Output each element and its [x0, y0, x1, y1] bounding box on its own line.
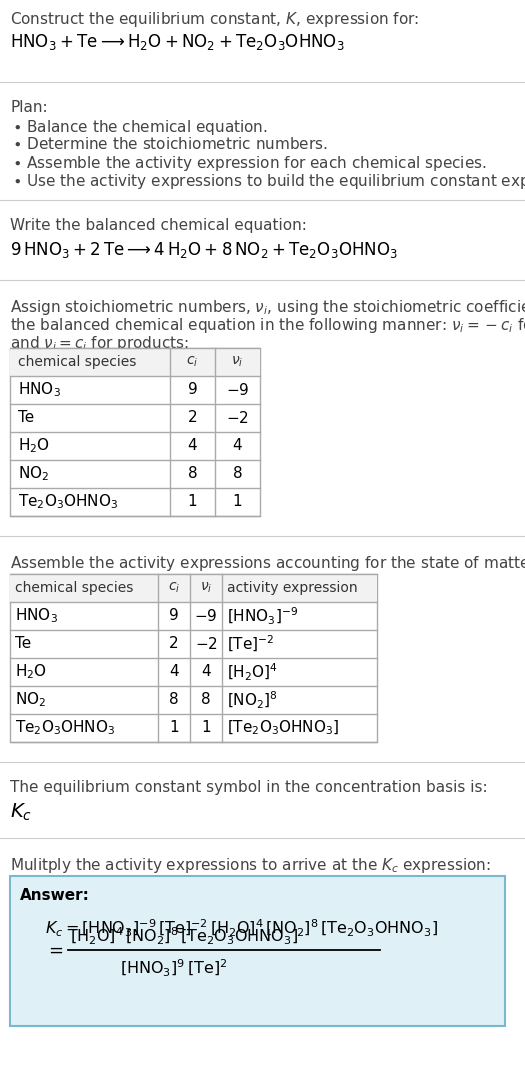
Text: 9: 9: [187, 382, 197, 397]
Text: 8: 8: [188, 466, 197, 482]
Text: $\mathrm{NO_2}$: $\mathrm{NO_2}$: [18, 465, 49, 484]
Text: 8: 8: [201, 692, 211, 708]
Text: $K_c$: $K_c$: [10, 802, 32, 823]
Bar: [10, 574, 377, 602]
Text: $[\mathrm{H_2O}]^{4}$: $[\mathrm{H_2O}]^{4}$: [227, 662, 278, 682]
Text: $\mathrm{H_2O}$: $\mathrm{H_2O}$: [18, 437, 50, 455]
Text: Answer:: Answer:: [20, 888, 90, 903]
Text: 2: 2: [188, 411, 197, 426]
Bar: [10, 574, 377, 741]
Text: The equilibrium constant symbol in the concentration basis is:: The equilibrium constant symbol in the c…: [10, 780, 488, 795]
Text: $-2$: $-2$: [226, 410, 249, 426]
Text: 1: 1: [233, 495, 243, 510]
Text: 4: 4: [169, 665, 179, 679]
Text: 4: 4: [188, 439, 197, 453]
Text: $\nu_i$: $\nu_i$: [232, 355, 244, 369]
Text: Assemble the activity expressions accounting for the state of matter and $\nu_i$: Assemble the activity expressions accoun…: [10, 554, 525, 573]
Text: 1: 1: [201, 721, 211, 736]
Text: Write the balanced chemical equation:: Write the balanced chemical equation:: [10, 218, 307, 233]
Text: 8: 8: [169, 692, 179, 708]
Text: $-2$: $-2$: [195, 636, 217, 652]
Text: $\mathrm{H_2O}$: $\mathrm{H_2O}$: [15, 663, 47, 681]
Text: Te: Te: [18, 411, 34, 426]
Text: $\bullet$ Balance the chemical equation.: $\bullet$ Balance the chemical equation.: [12, 118, 268, 136]
Text: $\bullet$ Use the activity expressions to build the equilibrium constant express: $\bullet$ Use the activity expressions t…: [12, 173, 525, 191]
Text: $[\mathrm{HNO_3}]^{-9}$: $[\mathrm{HNO_3}]^{-9}$: [227, 605, 298, 627]
Text: $\mathrm{NO_2}$: $\mathrm{NO_2}$: [15, 690, 46, 710]
Text: $\mathrm{HNO_3}$: $\mathrm{HNO_3}$: [15, 607, 58, 626]
Text: the balanced chemical equation in the following manner: $\nu_i = -c_i$ for react: the balanced chemical equation in the fo…: [10, 316, 525, 335]
Text: $\mathrm{HNO_3 + Te \longrightarrow H_2O + NO_2 + Te_2O_3OHNO_3}$: $\mathrm{HNO_3 + Te \longrightarrow H_2O…: [10, 32, 345, 52]
Text: 4: 4: [201, 665, 211, 679]
Text: $[\mathrm{Te_2O_3OHNO_3}]$: $[\mathrm{Te_2O_3OHNO_3}]$: [227, 719, 340, 737]
Text: activity expression: activity expression: [227, 581, 358, 595]
FancyBboxPatch shape: [10, 876, 505, 1026]
Text: $\nu_i$: $\nu_i$: [200, 581, 212, 595]
Text: $\bullet$ Determine the stoichiometric numbers.: $\bullet$ Determine the stoichiometric n…: [12, 136, 328, 152]
Text: 8: 8: [233, 466, 243, 482]
Text: chemical species: chemical species: [18, 355, 136, 369]
Text: Mulitply the activity expressions to arrive at the $K_c$ expression:: Mulitply the activity expressions to arr…: [10, 856, 491, 875]
Text: 1: 1: [188, 495, 197, 510]
Text: $-9$: $-9$: [194, 608, 218, 624]
Text: 1: 1: [169, 721, 179, 736]
Text: $\mathrm{Te_2O_3OHNO_3}$: $\mathrm{Te_2O_3OHNO_3}$: [18, 492, 119, 511]
Text: $c_i$: $c_i$: [186, 355, 198, 369]
Text: $-9$: $-9$: [226, 382, 249, 397]
Text: $\mathrm{Te_2O_3OHNO_3}$: $\mathrm{Te_2O_3OHNO_3}$: [15, 719, 116, 737]
Text: $\bullet$ Assemble the activity expression for each chemical species.: $\bullet$ Assemble the activity expressi…: [12, 154, 487, 173]
Bar: [10, 348, 260, 517]
Text: $[\mathrm{Te}]^{-2}$: $[\mathrm{Te}]^{-2}$: [227, 634, 275, 654]
Text: $=$: $=$: [45, 941, 64, 959]
Text: $\mathrm{HNO_3}$: $\mathrm{HNO_3}$: [18, 381, 61, 400]
Text: $[\mathrm{NO_2}]^{8}$: $[\mathrm{NO_2}]^{8}$: [227, 689, 278, 711]
Text: Assign stoichiometric numbers, $\nu_i$, using the stoichiometric coefficients, $: Assign stoichiometric numbers, $\nu_i$, …: [10, 298, 525, 317]
Text: 9: 9: [169, 608, 179, 624]
Text: $K_c = [\mathrm{HNO_3}]^{-9}\,[\mathrm{Te}]^{-2}\,[\mathrm{H_2O}]^4\,[\mathrm{NO: $K_c = [\mathrm{HNO_3}]^{-9}\,[\mathrm{T…: [45, 918, 438, 939]
Text: $c_i$: $c_i$: [168, 581, 180, 595]
Text: $[\mathrm{H_2O}]^4\,[\mathrm{NO_2}]^8\,[\mathrm{Te_2O_3OHNO_3}]$: $[\mathrm{H_2O}]^4\,[\mathrm{NO_2}]^8\,[…: [70, 925, 298, 947]
Text: 2: 2: [169, 637, 179, 652]
Text: Plan:: Plan:: [10, 100, 48, 115]
Text: 4: 4: [233, 439, 243, 453]
Text: $[\mathrm{HNO_3}]^9\,[\mathrm{Te}]^2$: $[\mathrm{HNO_3}]^9\,[\mathrm{Te}]^2$: [120, 958, 227, 978]
Text: chemical species: chemical species: [15, 581, 133, 595]
Bar: [10, 348, 260, 376]
Text: Construct the equilibrium constant, $K$, expression for:: Construct the equilibrium constant, $K$,…: [10, 10, 419, 29]
Text: $9\,\mathrm{HNO_3 + 2\,Te \longrightarrow 4\,H_2O + 8\,NO_2 + Te_2O_3OHNO_3}$: $9\,\mathrm{HNO_3 + 2\,Te \longrightarro…: [10, 240, 398, 260]
Text: Te: Te: [15, 637, 32, 652]
Text: and $\nu_i = c_i$ for products:: and $\nu_i = c_i$ for products:: [10, 334, 189, 353]
